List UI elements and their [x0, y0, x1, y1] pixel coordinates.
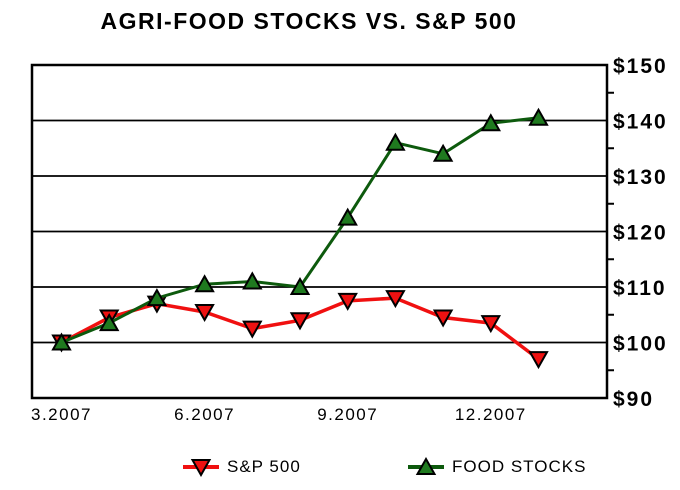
chart-title: AGRI-FOOD STOCKS VS. S&P 500: [100, 8, 518, 34]
food-stocks-marker: [528, 107, 549, 126]
x-tick-label: 3.2007: [31, 405, 92, 424]
s-p-500-marker: [432, 309, 454, 328]
food-stocks-marker: [51, 332, 72, 351]
y-tick-label: $90: [613, 388, 654, 411]
food-stocks-marker: [242, 271, 263, 290]
sp500-legend-label: S&P 500: [227, 457, 301, 476]
y-tick-label: $100: [613, 333, 668, 356]
x-tick-label: 6.2007: [174, 405, 235, 424]
y-tick-label: $110: [613, 277, 667, 300]
s-p-500-marker: [385, 290, 406, 309]
plot-area: $150 $140 $130 $120 $110 $100 $90 3.2007 6.2007 9…: [30, 55, 668, 424]
legend: S&P 500 FOOD STOCKS: [0, 453, 680, 485]
y-tick-label: $130: [613, 166, 668, 189]
food-stocks-marker: [480, 113, 502, 132]
s-p-500-marker: [528, 351, 549, 370]
s-p-500-marker: [242, 320, 263, 339]
food-stocks-marker: [432, 143, 454, 162]
food-stocks-marker: [385, 132, 406, 151]
x-tick-label: 9.2007: [317, 405, 378, 424]
food-stocks-marker: [337, 207, 358, 226]
food-stocks-marker: [146, 288, 168, 307]
food-stocks-legend-label: FOOD STOCKS: [452, 457, 587, 476]
sp500-legend-marker-icon: [183, 457, 219, 478]
s-p-500-marker: [337, 292, 358, 311]
food-stocks-marker: [289, 276, 311, 295]
s-p-500-marker: [194, 303, 215, 323]
y-tick-label: $140: [613, 111, 668, 134]
legend-item-sp500: S&P 500: [183, 453, 301, 481]
food-stocks-legend-marker-icon: [408, 456, 444, 477]
food-stocks-marker: [98, 313, 120, 332]
food-stocks-marker: [194, 274, 215, 293]
legend-item-food-stocks: FOOD STOCKS: [408, 453, 586, 481]
y-tick-label: $120: [613, 222, 668, 245]
s-p-500-marker: [289, 312, 311, 331]
x-tick-label: 12.2007: [455, 405, 527, 424]
food-stocks-legend-glyph: [415, 456, 437, 475]
s-p-500-marker: [480, 315, 502, 334]
y-tick-label: $150: [613, 55, 668, 78]
s-p-500-legend-glyph: [190, 459, 212, 478]
plot-border: [30, 63, 609, 400]
